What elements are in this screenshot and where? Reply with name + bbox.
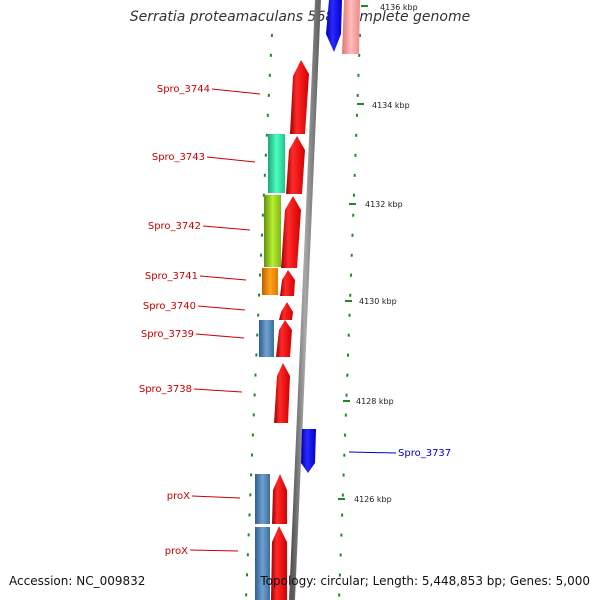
leader-line-spro-3744 xyxy=(211,88,261,95)
scale-label-4128: 4128 kbp xyxy=(356,397,394,406)
scale-label-4130: 4130 kbp xyxy=(359,297,397,306)
gene-arrow-prox-1 xyxy=(272,474,287,524)
gene-label-prox-1: proX xyxy=(167,491,190,502)
gene-arrow-prox-2 xyxy=(271,526,287,600)
function-block-spro-3743 xyxy=(268,134,285,193)
outer-tick-track xyxy=(338,33,361,600)
scale-ticks xyxy=(338,5,368,500)
gene-arrow-spro-3742 xyxy=(281,196,301,268)
leader-line-spro-3740 xyxy=(197,305,246,311)
leader-line-prox-1 xyxy=(191,495,241,499)
gene-label-spro-3741: Spro_3741 xyxy=(145,271,198,282)
gene-label-spro-3738: Spro_3738 xyxy=(139,384,192,395)
topology-text: Topology: circular; Length: 5,448,853 bp… xyxy=(260,574,590,588)
accession-text: Accession: NC_009832 xyxy=(9,574,146,588)
gene-label-spro-3737: Spro_3737 xyxy=(398,448,451,459)
function-block-prox-1 xyxy=(255,474,270,524)
gene-arrow-spro-3737 xyxy=(301,429,316,473)
function-block-prox-2 xyxy=(255,527,270,600)
leader-line-spro-3741 xyxy=(199,275,247,281)
map-title: Serratia proteamaculans 568, complete ge… xyxy=(129,9,471,25)
function-block-spro-3742 xyxy=(264,195,281,267)
gene-arrow-spro-3743 xyxy=(286,136,305,194)
backbone-arc xyxy=(289,0,321,600)
scale-label-4136: 4136 kbp xyxy=(380,3,418,12)
leader-lines xyxy=(189,88,397,552)
gene-arrow-reverse-top xyxy=(326,0,342,52)
gene-label-spro-3743: Spro_3743 xyxy=(152,152,205,163)
gene-label-spro-3742: Spro_3742 xyxy=(148,221,201,232)
function-block-spro-3739 xyxy=(259,320,274,357)
gene-arrow-spro-3740 xyxy=(279,302,293,320)
gene-block-pink-top xyxy=(342,0,360,54)
scale-label-4126: 4126 kbp xyxy=(354,495,392,504)
leader-line-prox-2 xyxy=(189,549,239,552)
gene-label-prox-2: proX xyxy=(165,546,188,557)
scale-label-4134: 4134 kbp xyxy=(372,101,410,110)
gene-arrow-spro-3741 xyxy=(280,270,295,296)
gene-arrow-spro-3738 xyxy=(274,363,290,423)
gene-arrow-spro-3739 xyxy=(276,320,292,357)
leader-line-spro-3742 xyxy=(202,225,251,231)
gene-label-spro-3740: Spro_3740 xyxy=(143,301,196,312)
gene-arrow-spro-3744 xyxy=(290,60,309,134)
scale-label-4132: 4132 kbp xyxy=(365,200,403,209)
leader-line-spro-3737 xyxy=(348,451,397,454)
gene-label-spro-3744: Spro_3744 xyxy=(157,84,210,95)
gene-label-spro-3739: Spro_3739 xyxy=(141,329,194,340)
leader-line-spro-3739 xyxy=(195,333,245,339)
leader-line-spro-3743 xyxy=(206,156,256,163)
leader-line-spro-3738 xyxy=(193,388,243,393)
function-block-spro-3741 xyxy=(262,268,278,295)
